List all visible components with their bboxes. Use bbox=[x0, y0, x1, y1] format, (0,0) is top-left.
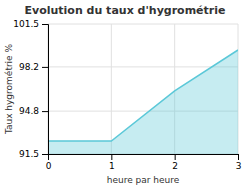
y-axis-line bbox=[42, 25, 49, 155]
x-axis-tick-mark bbox=[111, 154, 112, 160]
plot: 0 1 2 3 91.5 94.8 98.2 101.5 bbox=[13, 19, 241, 171]
y-axis-tick-label: 91.5 bbox=[19, 149, 39, 159]
y-axis-tick: 91.5 bbox=[19, 149, 48, 159]
y-axis-tick-label: 101.5 bbox=[13, 19, 39, 29]
x-axis-tick-label: 0 bbox=[46, 161, 52, 171]
x-axis-tick-mark bbox=[238, 154, 239, 160]
y-axis-tick: 94.8 bbox=[19, 106, 48, 116]
y-axis-tick-label: 94.8 bbox=[19, 106, 39, 116]
x-axis-tick: 3 bbox=[236, 154, 242, 171]
x-axis-tick: 0 bbox=[46, 154, 52, 171]
area bbox=[48, 50, 238, 154]
x-axis-tick-label: 3 bbox=[236, 161, 242, 171]
x-axis-tick-mark bbox=[175, 154, 176, 160]
x-axis: 0 1 2 3 bbox=[46, 154, 242, 171]
y-grid-line bbox=[48, 66, 238, 67]
y-axis-title: Taux hygrométrie % bbox=[4, 43, 14, 135]
y-axis-tick-mark bbox=[42, 24, 48, 25]
x-axis-line bbox=[49, 155, 239, 161]
y-axis-tick-mark bbox=[42, 154, 48, 155]
y-axis-tick: 98.2 bbox=[19, 62, 48, 72]
line bbox=[48, 50, 238, 141]
y-axis-tick: 101.5 bbox=[13, 19, 48, 29]
x-axis-title: heure par heure bbox=[107, 175, 180, 185]
chart-svg: 0 1 2 3 91.5 94.8 98.2 101.5 Evolution du taux d… bbox=[0, 0, 250, 188]
x-axis-tick: 1 bbox=[109, 154, 115, 171]
y-grid-line bbox=[48, 24, 238, 25]
grid bbox=[48, 24, 238, 154]
x-axis-tick-label: 1 bbox=[109, 161, 115, 171]
y-axis-tick-mark bbox=[42, 111, 48, 112]
y-axis-tick-label: 98.2 bbox=[19, 62, 39, 72]
y-axis: 91.5 94.8 98.2 101.5 bbox=[13, 19, 48, 159]
x-grid-line bbox=[111, 24, 112, 154]
chart-container: 0 1 2 3 91.5 94.8 98.2 101.5 Evolution du taux d… bbox=[0, 0, 250, 188]
x-axis-tick: 2 bbox=[172, 154, 178, 171]
x-axis-tick-label: 2 bbox=[172, 161, 178, 171]
title: Evolution du taux d'hygrométrie bbox=[25, 4, 226, 17]
y-axis-tick-mark bbox=[42, 67, 48, 68]
marks bbox=[48, 50, 238, 154]
